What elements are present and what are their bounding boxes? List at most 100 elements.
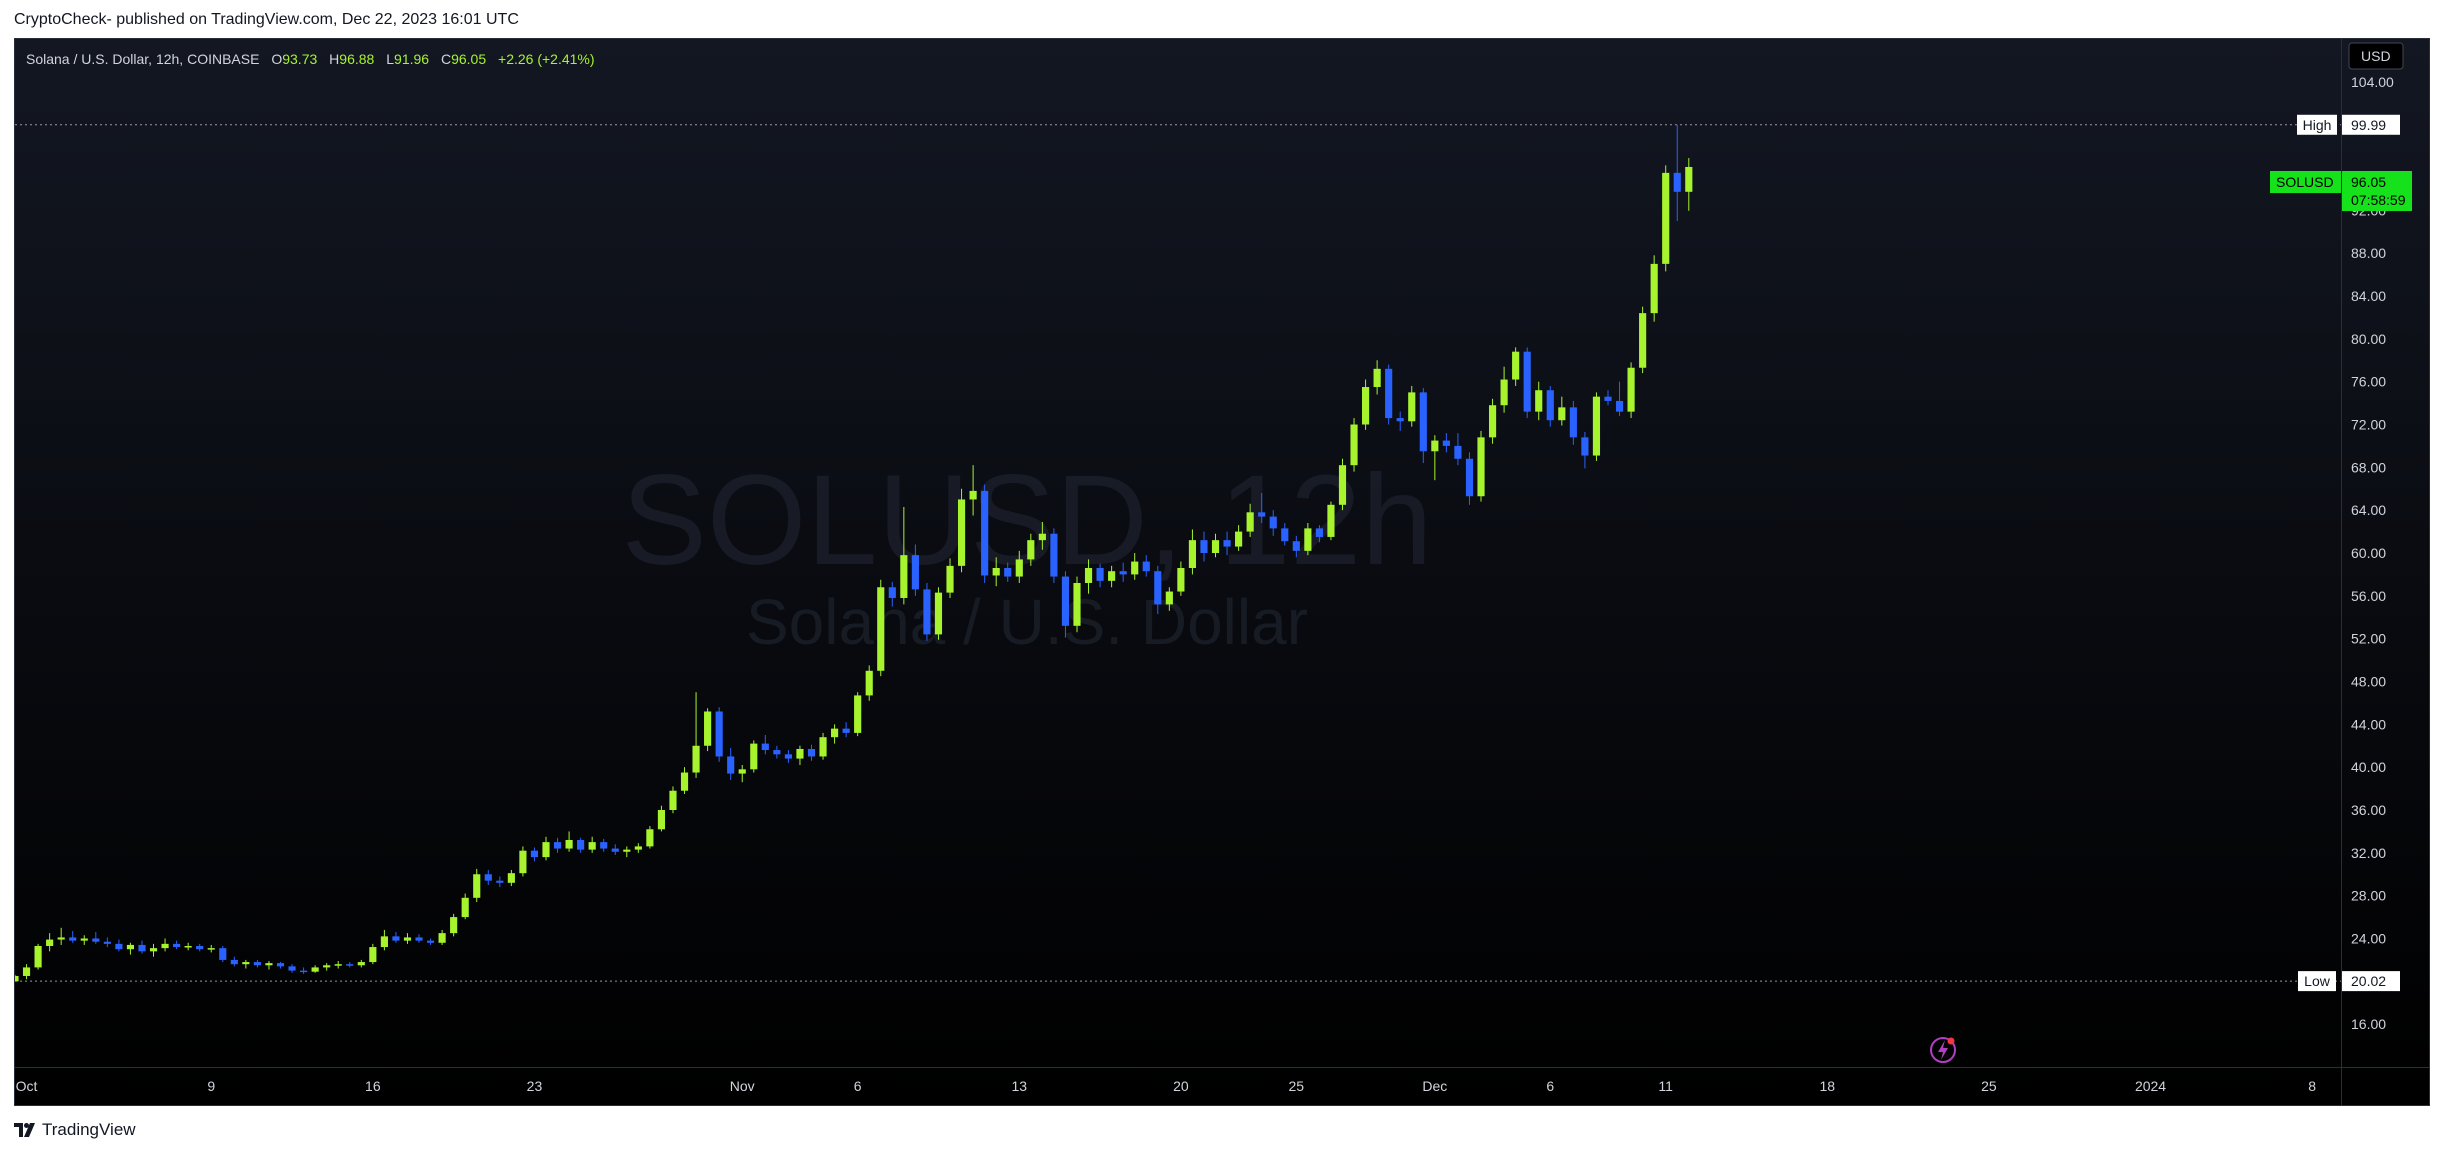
candle-body: [1558, 407, 1566, 421]
time-tick-label: 11: [1658, 1078, 1673, 1094]
candle-body: [392, 936, 400, 941]
candle-body: [1108, 571, 1116, 581]
candle-body: [888, 587, 896, 598]
candle-body: [1477, 437, 1485, 497]
tradingview-logo[interactable]: TradingView: [14, 1120, 136, 1140]
candle-body: [473, 874, 481, 898]
candle-body: [1581, 437, 1589, 456]
candle-body: [1154, 571, 1162, 605]
price-tick-label: 32.00: [2351, 845, 2386, 861]
candle-body: [403, 937, 412, 941]
price-tick-label: 80.00: [2351, 331, 2386, 347]
time-tick-label: 25: [1289, 1078, 1305, 1094]
candlestick-chart[interactable]: SOLUSD, 12h Solana / U.S. Dollar 16.00 24…: [15, 39, 2429, 1105]
candle-body: [1604, 396, 1612, 401]
high-label-box: [2297, 114, 2337, 135]
candle-body: [750, 743, 758, 770]
candle-body: [126, 944, 135, 950]
candle-body: [1419, 392, 1427, 452]
candle-body: [1084, 567, 1093, 583]
current-price-tag: SOLUSD 96.05 07:58:59: [2270, 171, 2412, 211]
lightning-icon[interactable]: [1930, 1037, 1956, 1063]
candle-body: [380, 936, 388, 948]
candle-body: [1569, 407, 1577, 438]
price-tick-label: 72.00: [2351, 417, 2386, 433]
candle-body: [831, 728, 839, 738]
price-tag-symbol: SOLUSD: [2276, 174, 2334, 190]
candle-body: [1246, 512, 1254, 532]
candle-body: [877, 587, 885, 671]
candle-body: [669, 790, 677, 810]
candle-body: [496, 880, 504, 883]
candle-body: [450, 917, 458, 934]
candle-body: [1442, 440, 1450, 446]
low-marker: Low 20.02: [2298, 971, 2400, 992]
candle-body: [1465, 458, 1474, 497]
high-value: 99.99: [2351, 117, 2386, 133]
candle-body: [115, 943, 123, 950]
price-tick-label: 52.00: [2351, 631, 2386, 647]
candle-body: [438, 933, 446, 943]
time-tick-label: 16: [365, 1078, 381, 1094]
candle-body: [461, 897, 469, 918]
candle-body: [34, 945, 42, 968]
low-value: 20.02: [2351, 973, 2386, 989]
candle-body: [1488, 405, 1497, 438]
candle-body: [149, 948, 158, 952]
candle-body: [1119, 571, 1127, 575]
candle-body: [196, 945, 204, 950]
candle-body: [1362, 387, 1370, 425]
price-tag-value: 96.05: [2351, 174, 2386, 190]
candle-body: [1200, 540, 1208, 553]
candle-body: [1131, 561, 1139, 575]
candle-body: [1073, 582, 1081, 626]
time-axis-ticks: Oct 9 16 23 Nov 6 13 20 25 Dec 6 11 18 25 2024 8: [16, 1078, 2317, 1094]
candle-body: [623, 849, 631, 852]
candle-body: [634, 846, 642, 850]
candle-body: [1038, 533, 1046, 541]
candle-body: [1431, 440, 1439, 452]
candle-body: [577, 839, 585, 850]
candle-body: [1512, 351, 1520, 380]
candle-body: [1385, 368, 1393, 419]
candle-body: [1281, 528, 1289, 542]
candle-body: [1004, 567, 1012, 577]
low-label-box: [2298, 971, 2336, 992]
candle-body: [704, 711, 712, 746]
candle-body: [865, 670, 873, 696]
candle-body: [992, 567, 1000, 576]
candle-body: [1165, 591, 1173, 605]
tradingview-logo-icon: [14, 1123, 35, 1137]
candle-body: [680, 772, 689, 791]
price-tick-label: 84.00: [2351, 288, 2386, 304]
candle-body: [1235, 531, 1243, 547]
candle-body: [1662, 172, 1670, 264]
high-value-box: [2342, 114, 2400, 135]
candle-body: [507, 873, 515, 883]
candle-body: [1258, 512, 1266, 517]
candle-body: [911, 555, 919, 590]
candle-body: [484, 874, 492, 881]
candle-body: [530, 850, 539, 858]
candle-body: [784, 754, 792, 759]
candle-body: [611, 848, 619, 852]
candle-body: [981, 490, 989, 576]
candle-body: [946, 565, 954, 593]
candle-body: [796, 748, 804, 759]
candle-body: [46, 939, 54, 946]
price-tick-label: 56.00: [2351, 588, 2386, 604]
legend-close-value: 96.05: [451, 51, 486, 67]
candle-body: [1223, 540, 1231, 547]
candle-body: [334, 964, 342, 966]
candle-body: [426, 940, 435, 943]
candle-body: [346, 964, 354, 966]
candle-body: [1142, 561, 1150, 572]
currency-button[interactable]: [2348, 42, 2404, 70]
low-label: Low: [2304, 973, 2331, 989]
time-tick-label: 23: [527, 1078, 543, 1094]
candle-body: [311, 967, 319, 972]
price-tag-symbol-box: [2270, 171, 2341, 193]
candle-body: [1188, 540, 1197, 568]
time-tick-label: 9: [207, 1078, 215, 1094]
candle-body: [207, 948, 215, 950]
